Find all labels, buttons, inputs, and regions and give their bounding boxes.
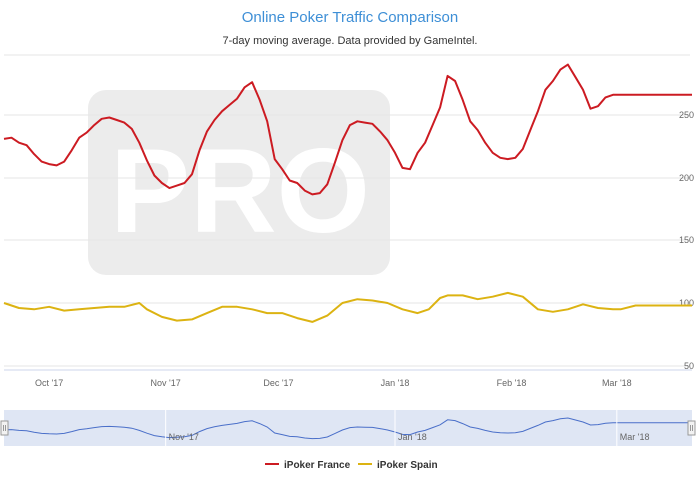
navigator-handle-left-box[interactable]	[0, 420, 9, 436]
navigator-tick-label: Jan '18	[398, 432, 427, 442]
x-tick-label: Feb '18	[497, 378, 527, 388]
navigator-tick-label: Nov '17	[169, 432, 199, 442]
navigator-tick-label: Mar '18	[620, 432, 650, 442]
legend-label-france: iPoker France	[284, 460, 351, 471]
legend-item-spain[interactable]: iPoker Spain	[358, 460, 438, 471]
legend-item-france[interactable]: iPoker France	[265, 460, 351, 471]
navigator-handle-left[interactable]	[0, 420, 9, 436]
y-tick-label: 50	[684, 361, 694, 371]
watermark-text: PRO	[110, 124, 370, 258]
y-axis: 50 100 150 200 250	[679, 110, 694, 371]
x-tick-label: Jan '18	[381, 378, 410, 388]
chart-subtitle: 7-day moving average. Data provided by G…	[223, 35, 478, 47]
y-tick-label: 200	[679, 173, 694, 183]
navigator-line	[3, 417, 692, 440]
navigator-ticks: Nov '17 Jan '18 Mar '18	[165, 410, 650, 446]
watermark: PRO	[88, 90, 390, 275]
grid-lines	[4, 54, 690, 367]
y-tick-label: 150	[679, 235, 694, 245]
legend: iPoker France iPoker Spain	[265, 460, 438, 471]
y-tick-label: 250	[679, 110, 694, 120]
chart-title: Online Poker Traffic Comparison	[242, 9, 458, 26]
navigator-series	[3, 417, 692, 440]
range-navigator[interactable]: Nov '17 Jan '18 Mar '18	[0, 410, 696, 446]
x-tick-label: Nov '17	[151, 378, 181, 388]
plot-lines	[3, 63, 692, 323]
x-axis: Oct '17 Nov '17 Dec '17 Jan '18 Feb '18 Mar '…	[4, 369, 692, 388]
series-line-france	[3, 63, 692, 196]
watermark-badge	[88, 90, 390, 275]
navigator-handle-right-box[interactable]	[687, 420, 696, 436]
x-tick-label: Mar '18	[602, 378, 632, 388]
legend-label-spain: iPoker Spain	[377, 460, 438, 471]
x-tick-label: Oct '17	[35, 378, 63, 388]
series-line-spain	[3, 291, 692, 323]
x-tick-label: Dec '17	[263, 378, 293, 388]
navigator-handle-right[interactable]	[687, 420, 696, 436]
y-tick-label: 100	[679, 298, 694, 308]
